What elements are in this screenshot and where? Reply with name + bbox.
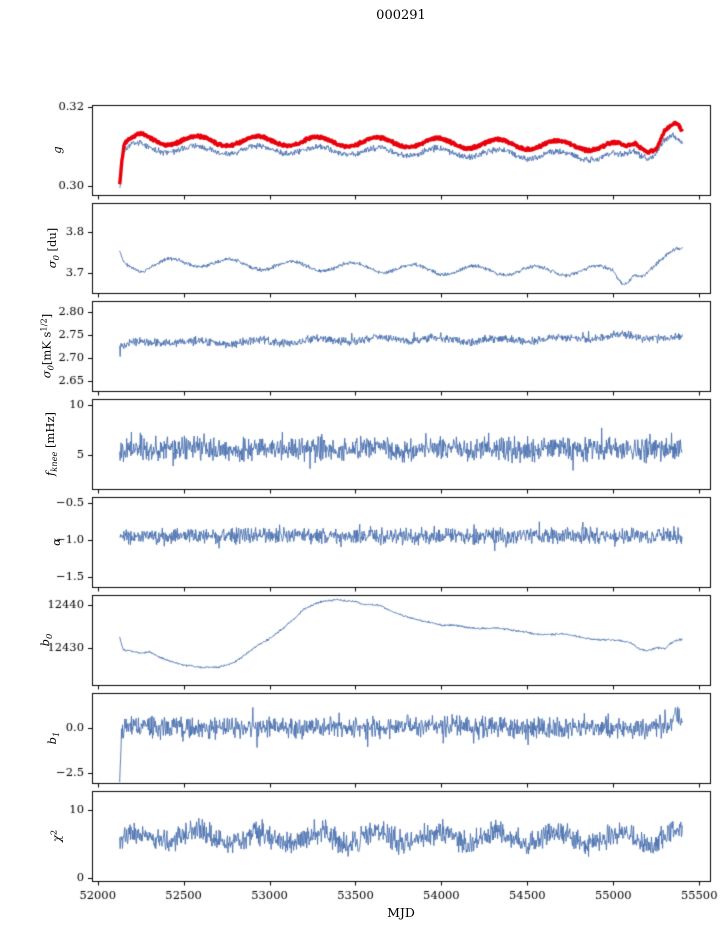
y-axis-label: χ2: [49, 830, 64, 842]
y-axis-label-segment: 0: [43, 633, 54, 639]
y-axis-label: σ0[mK s1/2]: [39, 314, 56, 378]
y-axis-label-segment: σ: [39, 370, 54, 379]
y-axis-label-segment: χ: [49, 835, 64, 843]
y-axis-label-segment: 1/2: [38, 318, 49, 332]
y-axis-label-segment: b: [45, 736, 60, 745]
y-axis-label: b1: [45, 732, 61, 745]
y-axis-label-segment: 2: [48, 829, 59, 836]
y-axis-label-segment: σ: [45, 260, 60, 269]
x-axis-label: MJD: [387, 905, 415, 920]
y-axis-label: α: [49, 538, 63, 546]
y-axis-label: fknee [mHz]: [43, 412, 59, 476]
y-axis-label-segment: 0: [50, 255, 61, 261]
y-axis-label-segment: 1: [50, 731, 61, 737]
y-axis-label-segment: [mHz]: [43, 411, 58, 452]
y-axis-label-segment: f: [43, 471, 58, 477]
y-axis-label-segment: [mK s: [39, 331, 54, 366]
y-axis-label: σ0 [du]: [45, 228, 61, 269]
y-axis-label: b0: [38, 634, 54, 647]
y-axis-label-segment: [du]: [45, 227, 60, 256]
y-axis-label-segment: knee: [48, 451, 59, 472]
y-axis-label-segment: ]: [39, 313, 54, 319]
y-axis-label-segment: g: [50, 146, 64, 154]
y-axis-label: g: [50, 146, 64, 153]
y-axis-label-segment: 0: [45, 365, 56, 371]
y-axis-label-segment: α: [49, 538, 63, 546]
y-axis-label-segment: b: [38, 638, 53, 647]
